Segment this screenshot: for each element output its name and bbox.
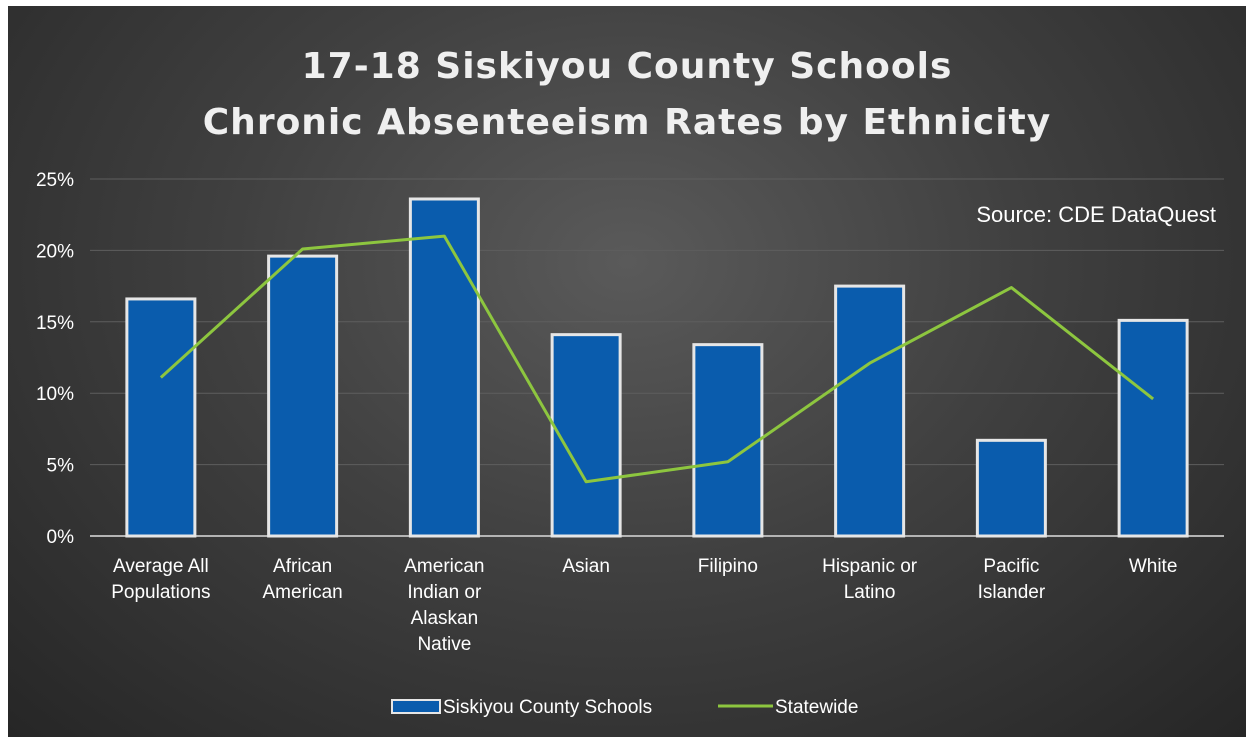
- x-tick-label: Hispanic or Latino: [822, 556, 918, 603]
- bar: [1117, 318, 1189, 538]
- legend: Siskiyou County Schools Statewide: [391, 697, 858, 718]
- y-tick-label: 15%: [36, 313, 74, 334]
- chart-title: 17-18 Siskiyou County Schools Chronic Ab…: [8, 39, 1246, 151]
- y-tick-label: 5%: [47, 456, 75, 477]
- y-tick-label: 25%: [36, 170, 74, 191]
- bar: [975, 438, 1047, 538]
- y-tick-label: 20%: [36, 241, 74, 262]
- x-axis-labels: Average All Populations African American Ame…: [111, 556, 1177, 655]
- statewide-line: [159, 234, 1155, 484]
- x-tick-label: Filipino: [698, 556, 758, 577]
- grid-lines: [90, 178, 1224, 537]
- chart-plot: 0%5%10%15%20%25% Average All PopulationsA…: [36, 170, 1224, 718]
- x-tick-label: White: [1129, 556, 1178, 577]
- chart-frame: 17-18 Siskiyou County Schools Chronic Ab…: [8, 6, 1246, 737]
- x-tick-label: Average All Populations: [111, 556, 210, 603]
- y-axis-labels: 0% 5% 10% 15% 20% 25%: [36, 170, 74, 548]
- title-line-1: 17-18 Siskiyou County Schools: [301, 46, 953, 87]
- title-line-2: Chronic Absenteeism Rates by Ethnicity: [202, 102, 1052, 143]
- bar: [125, 297, 197, 538]
- y-tick-label: 10%: [36, 384, 74, 405]
- y-tick-label: 0%: [47, 527, 75, 548]
- bar: [267, 254, 339, 538]
- legend-label-line: Statewide: [775, 697, 858, 718]
- legend-label-bar: Siskiyou County Schools: [443, 697, 652, 718]
- bar: [408, 197, 480, 538]
- source-annotation: Source: CDE DataQuest: [976, 202, 1216, 227]
- x-tick-label: African American: [263, 556, 343, 603]
- x-tick-label: Asian: [562, 556, 610, 577]
- x-tick-label: Pacific Islander: [978, 556, 1046, 603]
- bar: [834, 284, 906, 538]
- legend-swatch-bar: [391, 699, 441, 714]
- x-tick-label: American Indian or Alaskan Native: [404, 556, 484, 655]
- bar: [692, 343, 764, 538]
- bar-series: [125, 197, 1189, 538]
- bar: [550, 333, 622, 538]
